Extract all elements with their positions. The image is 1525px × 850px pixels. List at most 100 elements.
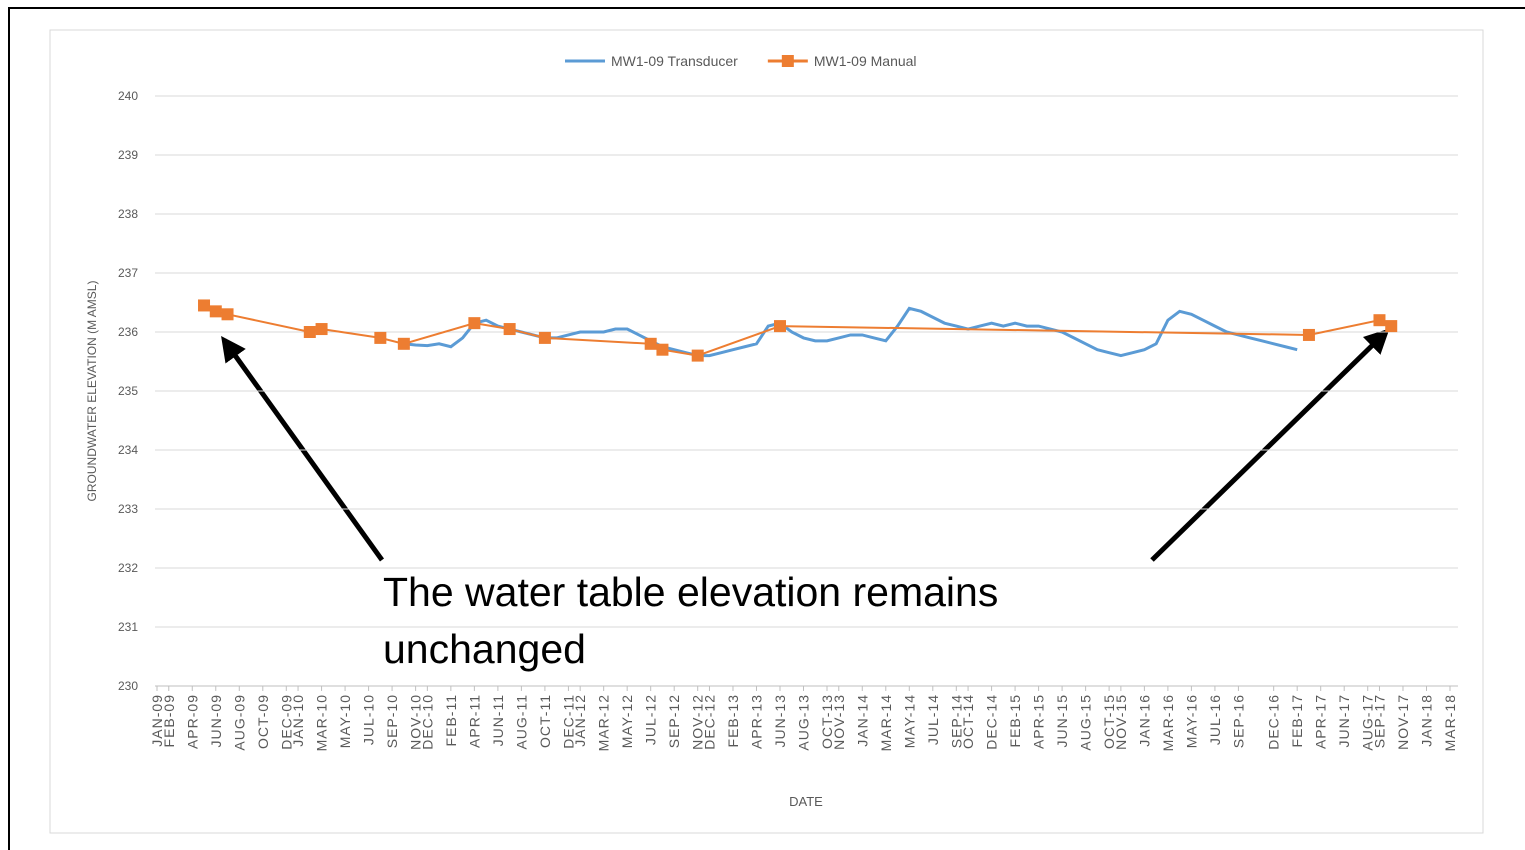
y-tick-label: 240 [118, 89, 138, 103]
y-tick-label: 237 [118, 266, 138, 280]
legend-label: MW1-09 Transducer [611, 53, 738, 69]
x-tick-label: DEC-09 [278, 694, 294, 750]
frame [8, 7, 1525, 850]
x-tick-label: JUN-15 [1054, 694, 1070, 747]
y-tick-label: 238 [118, 207, 138, 221]
x-tick-label: MAR-12 [596, 694, 612, 751]
x-tick-label: FEB-09 [161, 694, 177, 747]
x-tick-label: DEC-14 [984, 694, 1000, 750]
x-tick-label: APR-15 [1031, 694, 1047, 749]
x-tick-label: JUL-12 [643, 694, 659, 745]
x-tick-label: JUL-10 [361, 694, 377, 745]
marker [644, 337, 657, 350]
x-tick-label: DEC-16 [1266, 694, 1282, 750]
x-tick-label: OCT-14 [960, 694, 976, 749]
marker [503, 323, 516, 336]
x-tick-label: JAN-14 [854, 694, 870, 747]
x-tick-label: MAY-10 [337, 694, 353, 748]
x-tick-label: APR-09 [184, 694, 200, 749]
x-tick-label: MAY-16 [1183, 694, 1199, 748]
x-tick-label: AUG-09 [231, 694, 247, 751]
x-tick-label: JUN-13 [772, 694, 788, 747]
x-tick-label: APR-13 [748, 694, 764, 749]
x-tick-label: SEP-14 [948, 694, 964, 748]
x-tick-label: JAN-18 [1418, 694, 1434, 747]
x-tick-label: AUG-15 [1078, 694, 1094, 751]
marker [397, 337, 410, 350]
x-axis-label: DATE [789, 794, 823, 809]
x-tick-label: MAY-14 [901, 694, 917, 748]
x-tick-label: JUN-09 [208, 694, 224, 747]
arrow [1150, 328, 1390, 562]
x-tick-label: OCT-11 [537, 694, 553, 748]
x-tick-label: JUN-17 [1336, 694, 1352, 747]
marker [773, 320, 786, 333]
x-tick-label: JAN-16 [1136, 694, 1152, 747]
x-tick-label: FEB-17 [1289, 694, 1305, 747]
x-tick-label: NOV-12 [690, 694, 706, 750]
marker [1373, 314, 1386, 327]
x-tick-label: DEC-12 [701, 694, 717, 750]
x-tick-label: SEP-10 [384, 694, 400, 748]
x-tick-label: MAR-14 [878, 694, 894, 751]
x-tick-label: NOV-17 [1395, 694, 1411, 750]
x-tick-label: JUL-14 [925, 694, 941, 745]
x-tick-label: JAN-10 [290, 694, 306, 747]
y-tick-label: 235 [118, 384, 138, 398]
x-tick-label: AUG-13 [796, 694, 812, 751]
x-tick-label: NOV-15 [1113, 694, 1129, 750]
y-tick-label: 233 [118, 502, 138, 516]
marker [656, 343, 669, 356]
marker [1302, 328, 1315, 341]
chart-area [49, 29, 1484, 834]
x-tick-label: JUN-11 [490, 694, 506, 746]
x-tick-label: FEB-13 [725, 694, 741, 747]
x-tick-label: APR-17 [1313, 694, 1329, 749]
marker [209, 305, 222, 318]
x-tick-label: SEP-17 [1371, 694, 1387, 748]
x-tick-label: OCT-13 [819, 694, 835, 749]
y-tick-label: 231 [118, 620, 138, 634]
x-tick-label: AUG-11 [513, 694, 529, 750]
marker [1385, 320, 1398, 333]
annotation: The water table elevation remains unchan… [383, 569, 999, 672]
x-tick-label: SEP-16 [1230, 694, 1246, 748]
y-tick-label: 234 [118, 443, 138, 457]
x-tick-label: NOV-13 [831, 694, 847, 750]
series-line [203, 304, 1392, 357]
x-tick-label: NOV-10 [408, 694, 424, 750]
x-tick-label: MAR-10 [314, 694, 330, 751]
y-tick-label: 236 [118, 325, 138, 339]
x-tick-label: JUL-16 [1207, 694, 1223, 745]
legend-item: MW1-09 Transducer [565, 53, 738, 69]
y-tick-label: 230 [118, 679, 138, 693]
y-tick-label: 232 [118, 561, 138, 575]
y-tick-label: 239 [118, 148, 138, 162]
legend-marker [781, 55, 794, 67]
x-tick-label: OCT-09 [255, 694, 271, 749]
x-tick-label: OCT-15 [1101, 694, 1117, 749]
x-tick-label: JAN-12 [572, 694, 588, 747]
x-tick-label: SEP-12 [666, 694, 682, 748]
x-tick-label: DEC-10 [419, 694, 435, 750]
marker [468, 317, 481, 330]
x-tick-label: APR-11 [466, 694, 482, 748]
marker [691, 349, 704, 362]
legend-label: MW1-09 Manual [814, 53, 917, 69]
x-tick-label: FEB-11 [443, 694, 459, 746]
marker [538, 331, 551, 344]
marker [221, 308, 234, 321]
marker [303, 326, 316, 338]
x-tick-label: AUG-17 [1360, 694, 1376, 751]
x-tick-label: MAR-16 [1160, 694, 1176, 751]
x-tick-label: DEC-11 [560, 694, 576, 749]
marker [374, 331, 387, 344]
marker [315, 323, 328, 336]
x-tick-label: FEB-15 [1007, 694, 1023, 747]
x-tick-label: MAR-18 [1442, 694, 1458, 751]
legend-item: MW1-09 Manual [767, 53, 917, 69]
y-axis-label: GROUNDWATER ELEVATION (M AMSL) [85, 281, 99, 502]
x-tick-label: MAY-12 [619, 694, 635, 748]
